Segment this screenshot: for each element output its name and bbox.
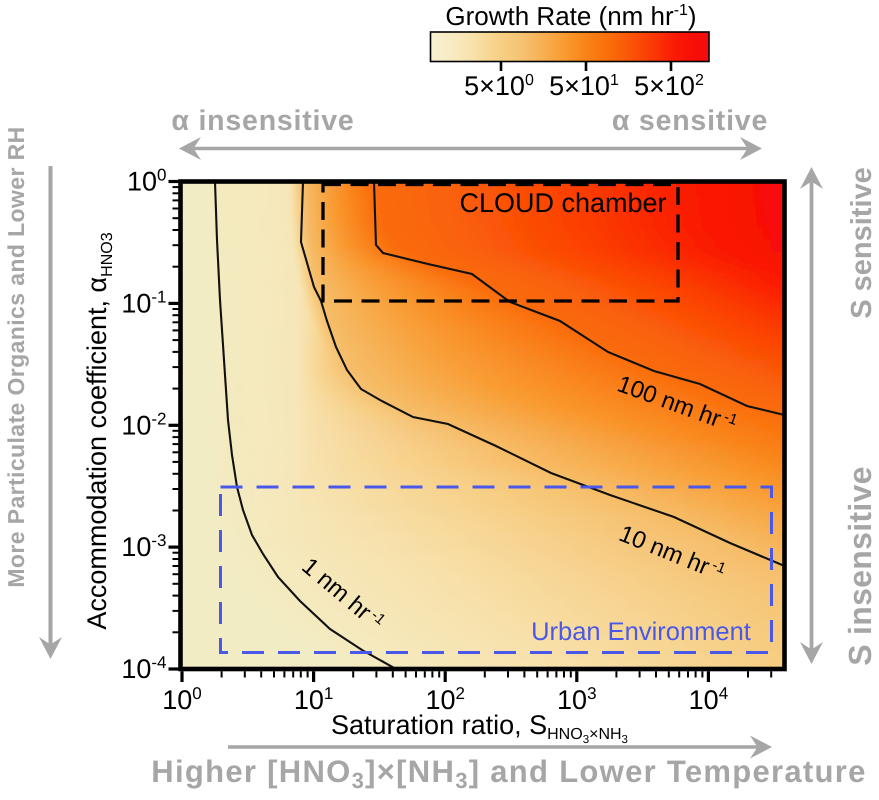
svg-text:5×101: 5×101 — [549, 71, 619, 101]
svg-text:Accommodation coefficient, αHN: Accommodation coefficient, αHNO3 — [82, 232, 116, 629]
svg-text:Urban Environment: Urban Environment — [531, 618, 751, 646]
svg-text:S insensitive: S insensitive — [842, 466, 878, 666]
svg-text:5×100: 5×100 — [464, 71, 534, 101]
svg-text:Higher [HNO3]×[NH3] and Lower: Higher [HNO3]×[NH3] and Lower Temperatur… — [151, 754, 866, 793]
svg-text:100: 100 — [162, 684, 202, 715]
svg-text:α sensitive: α sensitive — [612, 105, 768, 137]
svg-text:10-4: 10-4 — [121, 653, 166, 684]
svg-text:S sensitive: S sensitive — [846, 167, 878, 319]
svg-text:α insensitive: α insensitive — [171, 105, 354, 137]
svg-text:CLOUD chamber: CLOUD chamber — [459, 188, 666, 218]
svg-text:Growth Rate (nm hr-1): Growth Rate (nm hr-1) — [445, 1, 696, 31]
svg-text:More Particulate Organics and: More Particulate Organics and Lower RH — [3, 126, 29, 587]
svg-text:104: 104 — [689, 684, 729, 715]
svg-text:5×102: 5×102 — [634, 71, 704, 101]
